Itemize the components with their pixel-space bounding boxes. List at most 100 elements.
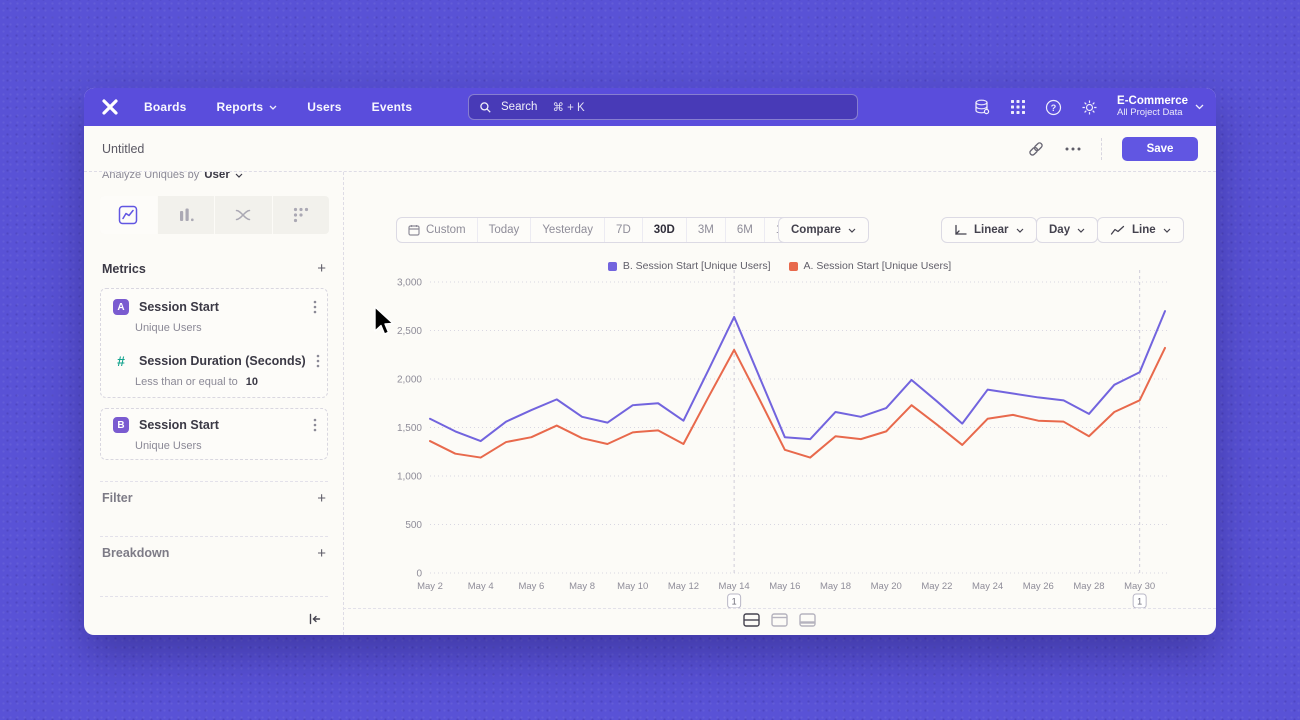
- nav-item-boards[interactable]: Boards: [144, 100, 187, 114]
- help-icon[interactable]: ?: [1045, 99, 1062, 116]
- project-selector[interactable]: E-Commerce All Project Data: [1117, 95, 1204, 119]
- share-link-icon[interactable]: [1027, 140, 1045, 158]
- nav-item-users[interactable]: Users: [307, 100, 341, 114]
- metric-menu-icon[interactable]: [316, 354, 320, 368]
- svg-text:2,000: 2,000: [397, 375, 422, 386]
- nav-item-events[interactable]: Events: [372, 100, 413, 114]
- add-metric-button[interactable]: +: [317, 260, 326, 277]
- chevron-down-icon: [1016, 228, 1023, 233]
- legend-label: B. Session Start [Unique Users]: [622, 260, 771, 272]
- metric-menu-icon[interactable]: [313, 300, 317, 314]
- svg-text:3,000: 3,000: [397, 278, 422, 289]
- date-range-selector: Custom Today Yesterday 7D 30D 3M 6M 12M: [396, 217, 811, 243]
- svg-text:May 20: May 20: [871, 581, 902, 592]
- divider: [100, 536, 328, 537]
- svg-text:May 12: May 12: [668, 581, 699, 592]
- metric-name[interactable]: Session Duration (Seconds): [139, 354, 306, 368]
- tab-retention[interactable]: [273, 196, 330, 234]
- more-options-icon[interactable]: [1065, 147, 1081, 151]
- metric-detail[interactable]: Less than or equal to 10: [135, 376, 258, 388]
- line-chart-svg: 0 500 1,000 1,500 2,000 2,500 3,000 May 2 May 4 M…: [397, 270, 1169, 609]
- legend-swatch: [607, 261, 617, 271]
- metric-detail[interactable]: Unique Users: [135, 322, 202, 334]
- metric-badge-b: B: [113, 417, 129, 433]
- svg-text:?: ?: [1051, 103, 1057, 113]
- tab-flows[interactable]: [215, 196, 273, 234]
- metric-name[interactable]: Session Start: [139, 300, 219, 314]
- layout-toggle-group: [343, 613, 1216, 627]
- svg-text:500: 500: [405, 520, 422, 531]
- metric-detail[interactable]: Unique Users: [135, 440, 202, 452]
- metric-name[interactable]: Session Start: [139, 418, 219, 432]
- layout-split-view-button[interactable]: [743, 613, 760, 627]
- svg-text:0: 0: [416, 569, 422, 580]
- line-style-icon: [1110, 225, 1125, 235]
- line-chart-icon: [119, 205, 138, 225]
- flows-icon: [236, 209, 251, 221]
- top-navbar: Boards Reports Users Events Search ⌘ + K: [84, 88, 1216, 126]
- metric-card[interactable]: A Session Start Unique Users # Session D…: [100, 288, 328, 398]
- analyze-label: Analyze Uniques by: [102, 172, 200, 181]
- search-icon: [480, 101, 491, 113]
- scale-dropdown[interactable]: Linear: [941, 217, 1037, 243]
- svg-text:1: 1: [1137, 597, 1142, 607]
- chart-style-dropdown[interactable]: Line: [1097, 217, 1184, 243]
- metric-menu-icon[interactable]: [313, 418, 317, 432]
- range-6m-button[interactable]: 6M: [726, 218, 765, 242]
- range-today-button[interactable]: Today: [478, 218, 532, 242]
- collapse-sidebar-icon[interactable]: [307, 612, 322, 631]
- chart-legend: B. Session Start [Unique Users] A. Sessi…: [343, 260, 1216, 272]
- calendar-icon: [408, 225, 420, 236]
- nav-item-label: Boards: [144, 100, 187, 114]
- tab-line-chart[interactable]: [100, 196, 158, 234]
- svg-text:May 2: May 2: [417, 581, 443, 592]
- range-3m-button[interactable]: 3M: [687, 218, 726, 242]
- compare-button[interactable]: Compare: [778, 217, 869, 243]
- svg-text:1,000: 1,000: [397, 472, 422, 483]
- divider: [100, 596, 328, 597]
- nav-item-label: Events: [371, 100, 413, 114]
- legend-item-b[interactable]: B. Session Start [Unique Users]: [607, 260, 771, 272]
- chevron-down-icon: [848, 228, 856, 233]
- retention-dots-icon: [293, 207, 308, 223]
- metric-badge-number: #: [117, 353, 125, 369]
- divider: [343, 608, 1216, 609]
- report-title[interactable]: Untitled: [102, 141, 145, 156]
- tab-bar-chart[interactable]: [158, 196, 215, 234]
- legend-label: A. Session Start [Unique Users]: [803, 260, 952, 272]
- settings-gear-icon[interactable]: [1081, 99, 1098, 116]
- filter-label: Filter: [102, 491, 133, 505]
- metric-card[interactable]: B Session Start Unique Users: [100, 408, 328, 460]
- add-filter-button[interactable]: +: [317, 489, 326, 507]
- divider: [1101, 137, 1102, 160]
- report-header: Untitled Save: [84, 126, 1216, 172]
- data-management-icon[interactable]: [973, 98, 991, 116]
- legend-item-a[interactable]: A. Session Start [Unique Users]: [788, 260, 952, 272]
- interval-dropdown[interactable]: Day: [1036, 217, 1099, 243]
- line-chart[interactable]: 0 500 1,000 1,500 2,000 2,500 3,000 May 2 May 4 M…: [384, 248, 1184, 609]
- range-30d-button[interactable]: 30D: [643, 218, 687, 242]
- search-shortcut: ⌘ + K: [552, 102, 585, 114]
- report-body: Analyze Uniques by User: [84, 172, 1216, 635]
- mouse-cursor: [372, 306, 396, 343]
- range-7d-button[interactable]: 7D: [605, 218, 643, 242]
- layout-chart-view-button[interactable]: [771, 613, 788, 627]
- range-yesterday-button[interactable]: Yesterday: [531, 218, 606, 242]
- save-button[interactable]: Save: [1122, 136, 1198, 161]
- svg-text:May 28: May 28: [1073, 581, 1104, 592]
- search-input[interactable]: Search ⌘ + K: [468, 94, 858, 120]
- range-custom-button[interactable]: Custom: [397, 218, 478, 242]
- svg-text:May 8: May 8: [569, 581, 595, 592]
- mixpanel-logo-icon[interactable]: [100, 97, 120, 122]
- analyze-uniques-row: Analyze Uniques by User: [102, 172, 243, 184]
- linear-axis-icon: [955, 224, 967, 235]
- svg-text:May 18: May 18: [820, 581, 851, 592]
- nav-menu: Boards Reports Users Events: [144, 88, 412, 126]
- layout-table-view-button[interactable]: [799, 613, 816, 627]
- svg-text:May 16: May 16: [769, 581, 800, 592]
- nav-item-reports[interactable]: Reports: [217, 100, 278, 114]
- apps-grid-icon[interactable]: [1010, 99, 1026, 115]
- analyze-value-dropdown[interactable]: User: [204, 172, 230, 181]
- add-breakdown-button[interactable]: +: [317, 544, 326, 562]
